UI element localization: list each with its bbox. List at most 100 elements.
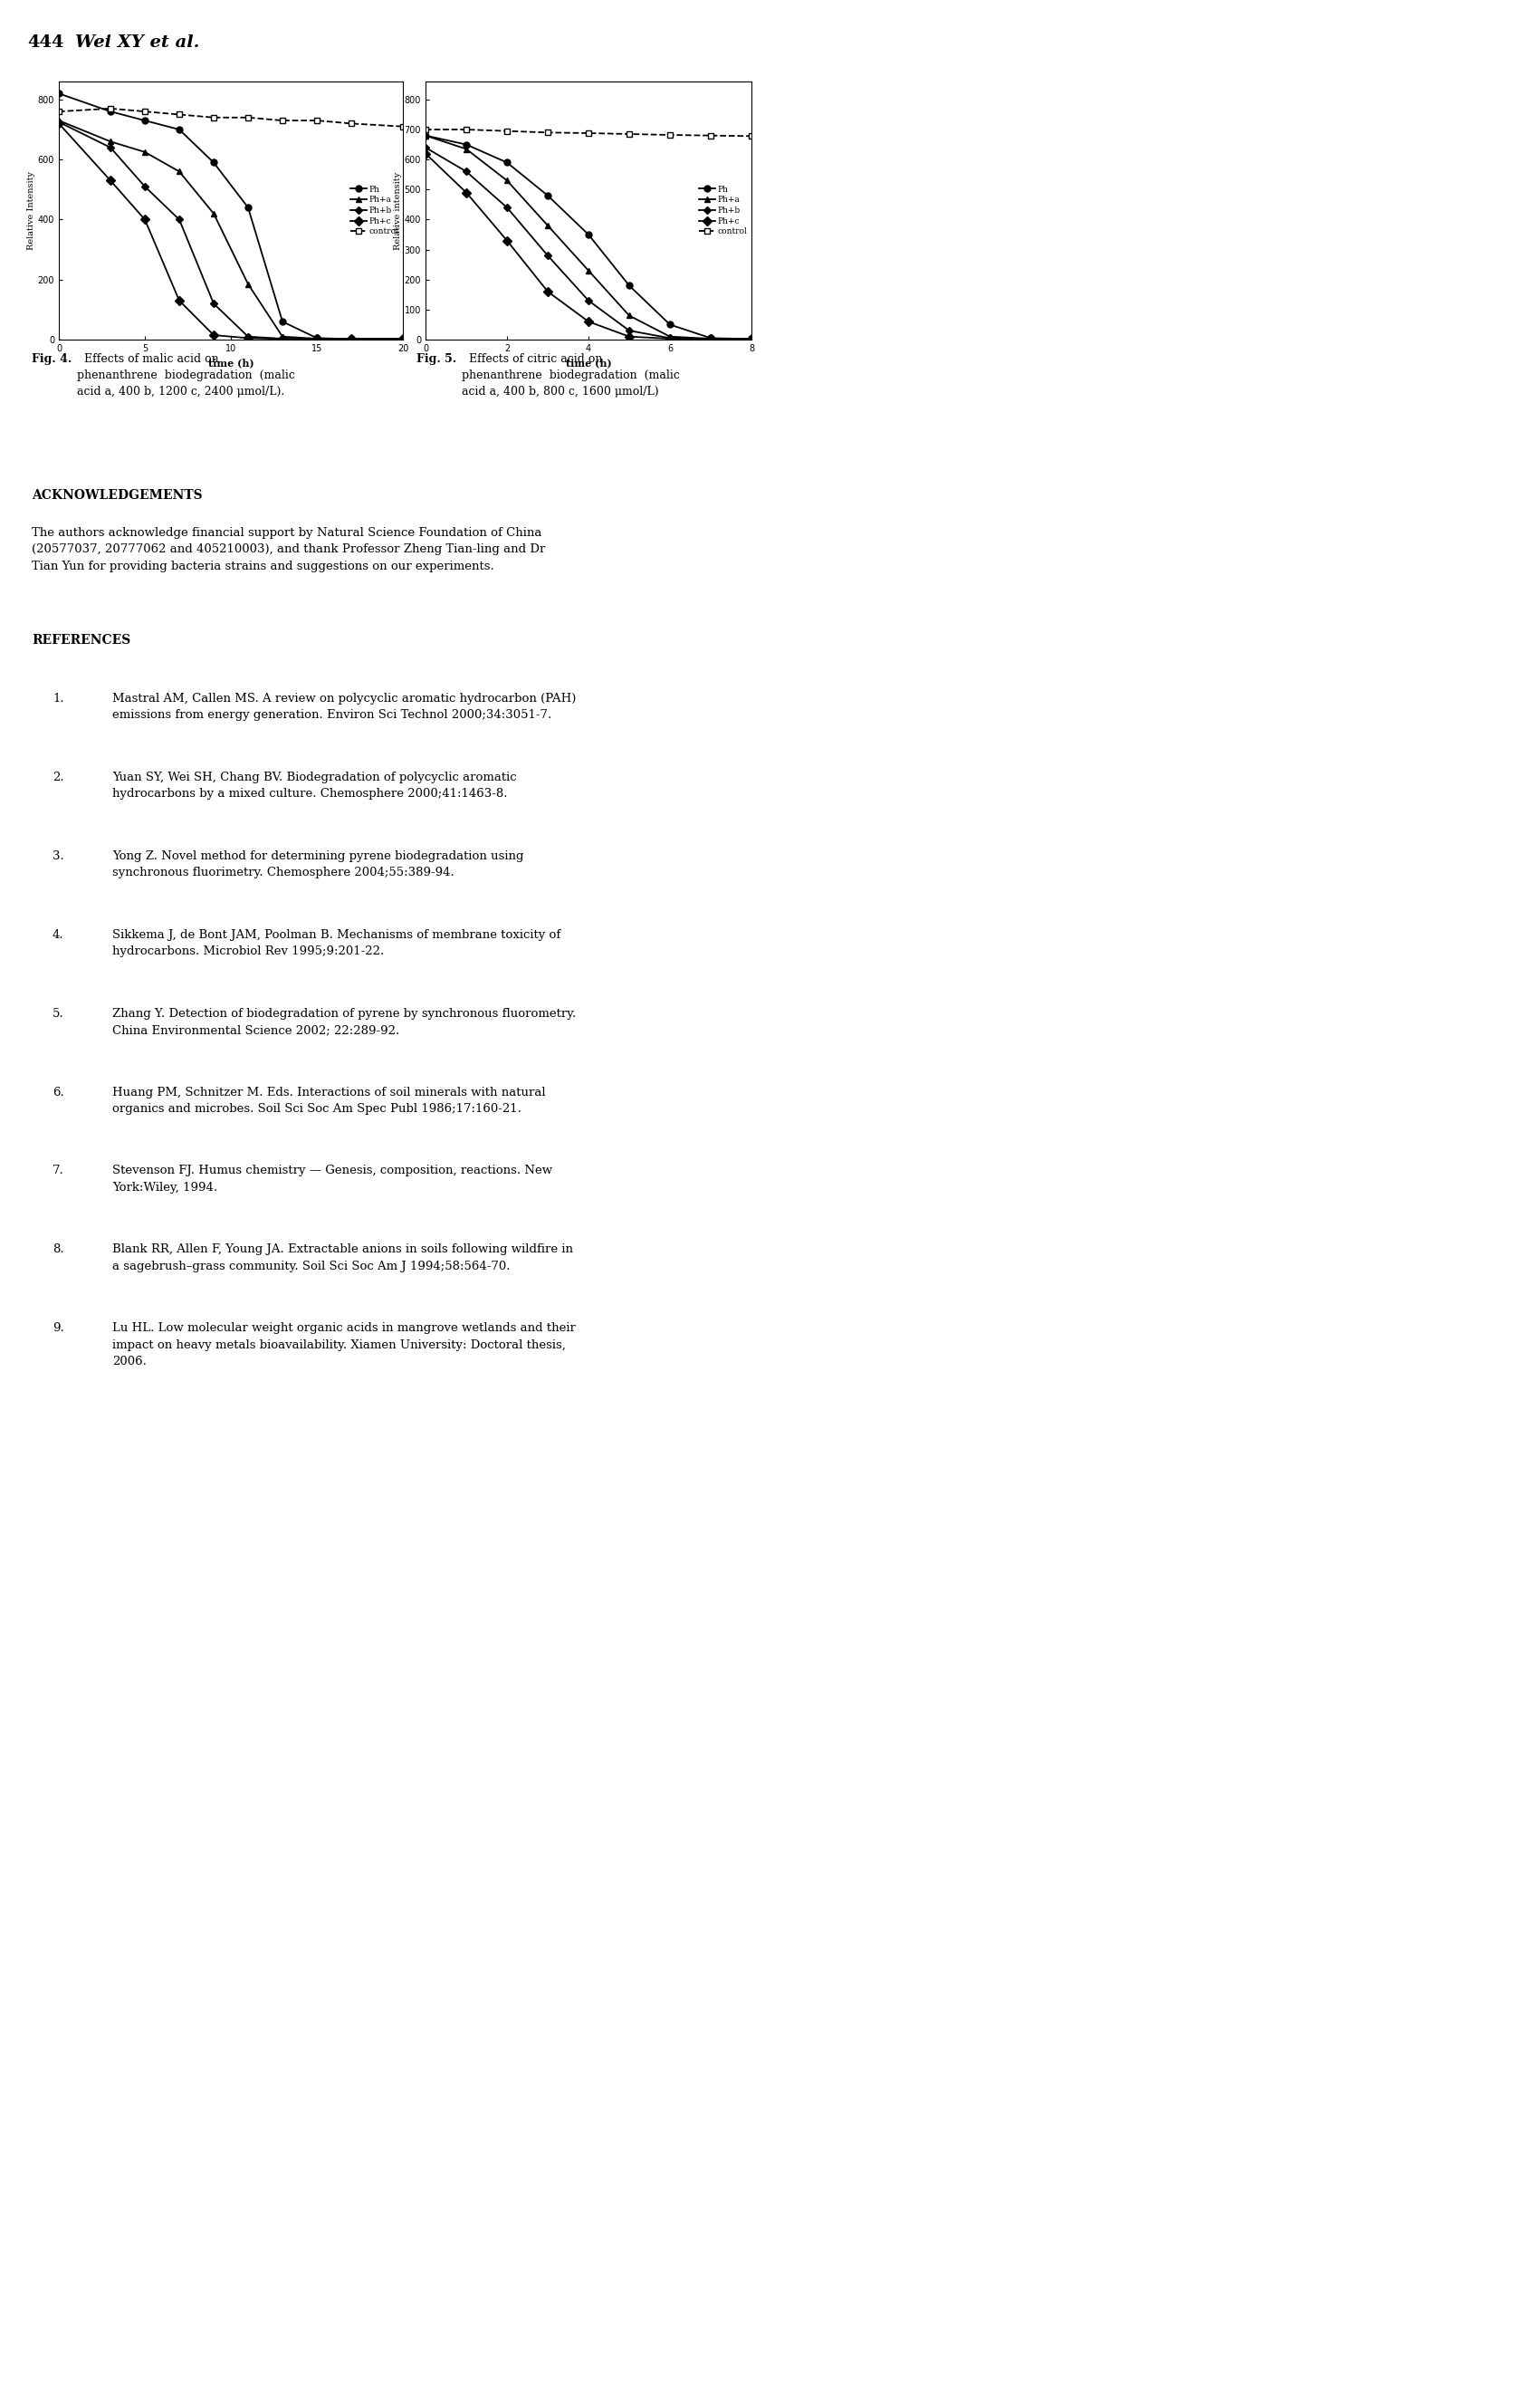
Line: Ph: Ph (55, 92, 407, 342)
Line: Ph+b: Ph+b (57, 120, 405, 342)
Ph+b (457, 157, 476, 185)
Text: Yong Z. Novel method for determining pyrene biodegradation using
synchronous flu: Yong Z. Novel method for determining pyr… (112, 850, 524, 879)
Ph+a (205, 200, 223, 229)
Text: Stevenson FJ. Humus chemistry — Genesis, composition, reactions. New
York:Wiley,: Stevenson FJ. Humus chemistry — Genesis,… (112, 1165, 553, 1194)
Ph+b (308, 325, 326, 354)
Ph+a (742, 325, 761, 354)
Ph+c (342, 325, 360, 354)
Ph+b (661, 323, 679, 352)
Text: Yuan SY, Wei SH, Chang BV. Biodegradation of polycyclic aromatic
hydrocarbons by: Yuan SY, Wei SH, Chang BV. Biodegradatio… (112, 771, 517, 799)
control (621, 120, 639, 149)
Text: 5.: 5. (52, 1007, 65, 1019)
Ph+c (742, 325, 761, 354)
Text: Effects of citric acid on
phenanthrene  biodegradation  (malic
acid a, 400 b, 80: Effects of citric acid on phenanthrene b… (462, 354, 679, 397)
Ph+a (457, 135, 476, 164)
Ph+b (342, 325, 360, 354)
control (416, 116, 434, 144)
Ph (579, 219, 598, 248)
Ph+c (205, 320, 223, 349)
Text: 3.: 3. (52, 850, 65, 862)
control (273, 106, 291, 135)
Ph+b (273, 325, 291, 354)
Ph+c (169, 287, 188, 315)
Ph (308, 323, 326, 352)
Y-axis label: Relative intensity: Relative intensity (394, 171, 402, 250)
Line: Ph: Ph (422, 132, 755, 342)
Ph (394, 325, 413, 354)
Ph+c (457, 178, 476, 207)
Ph (497, 147, 516, 176)
Text: 8.: 8. (52, 1245, 65, 1255)
Text: REFERENCES: REFERENCES (32, 633, 131, 648)
X-axis label: time (h): time (h) (208, 359, 254, 368)
Ph+b (701, 325, 719, 354)
Ph+a (136, 137, 154, 166)
control (742, 123, 761, 152)
Ph+a (394, 325, 413, 354)
Line: Ph+c: Ph+c (55, 120, 407, 342)
Ph+b (205, 289, 223, 318)
Ph+c (239, 323, 257, 352)
control (394, 113, 413, 142)
Text: Effects of malic acid on
phenanthrene  biodegradation  (malic
acid a, 400 b, 120: Effects of malic acid on phenanthrene bi… (77, 354, 294, 397)
Ph+a (169, 157, 188, 185)
Text: 7.: 7. (52, 1165, 65, 1178)
Ph+b (136, 171, 154, 200)
Ph (49, 79, 68, 108)
Legend: Ph, Ph+a, Ph+b, Ph+c, control: Ph, Ph+a, Ph+b, Ph+c, control (699, 185, 747, 236)
Ph+a (579, 255, 598, 284)
Ph (273, 308, 291, 337)
control (239, 104, 257, 132)
Text: 1.: 1. (52, 694, 65, 703)
Ph (661, 311, 679, 340)
Line: control: control (55, 106, 407, 130)
Ph (621, 272, 639, 301)
Ph (169, 116, 188, 144)
control (661, 120, 679, 149)
Ph+c (621, 323, 639, 352)
control (205, 104, 223, 132)
control (102, 94, 120, 123)
Ph+b (742, 325, 761, 354)
Ph+a (239, 270, 257, 299)
Ph+b (49, 108, 68, 137)
Text: Fig. 4.: Fig. 4. (32, 354, 72, 366)
Ph+c (136, 205, 154, 234)
Ph+b (169, 205, 188, 234)
Ph+c (661, 325, 679, 354)
control (308, 106, 326, 135)
Line: Ph+a: Ph+a (422, 132, 755, 342)
Ph+b (621, 315, 639, 344)
Legend: Ph, Ph+a, Ph+b, Ph+c, control: Ph, Ph+a, Ph+b, Ph+c, control (350, 185, 399, 236)
control (497, 116, 516, 144)
Ph+a (342, 325, 360, 354)
Ph (701, 323, 719, 352)
Text: Huang PM, Schnitzer M. Eds. Interactions of soil minerals with natural
organics : Huang PM, Schnitzer M. Eds. Interactions… (112, 1086, 545, 1115)
Text: 444: 444 (28, 34, 63, 51)
Ph+b (539, 241, 557, 270)
Text: Mastral AM, Callen MS. A review on polycyclic aromatic hydrocarbon (PAH)
emissio: Mastral AM, Callen MS. A review on polyc… (112, 694, 576, 720)
Ph+a (308, 325, 326, 354)
Ph+c (308, 325, 326, 354)
Ph+c (273, 325, 291, 354)
Ph+a (416, 120, 434, 149)
Ph+a (621, 301, 639, 330)
Y-axis label: Relative Intensity: Relative Intensity (28, 171, 35, 250)
Ph+b (102, 132, 120, 161)
control (701, 120, 719, 149)
Ph+c (579, 308, 598, 337)
Line: Ph+b: Ph+b (424, 144, 755, 342)
Ph+a (273, 323, 291, 352)
Text: 4.: 4. (52, 929, 65, 942)
Text: Sikkema J, de Bont JAM, Poolman B. Mechanisms of membrane toxicity of
hydrocarbo: Sikkema J, de Bont JAM, Poolman B. Mecha… (112, 929, 561, 958)
Ph (205, 147, 223, 176)
Text: Fig. 5.: Fig. 5. (416, 354, 456, 366)
Text: 2.: 2. (52, 771, 65, 783)
Ph (239, 193, 257, 222)
Ph+a (661, 323, 679, 352)
control (342, 108, 360, 137)
Ph+c (701, 325, 719, 354)
Text: ACKNOWLEDGEMENTS: ACKNOWLEDGEMENTS (32, 489, 202, 501)
Ph+a (497, 166, 516, 195)
Ph (342, 325, 360, 354)
